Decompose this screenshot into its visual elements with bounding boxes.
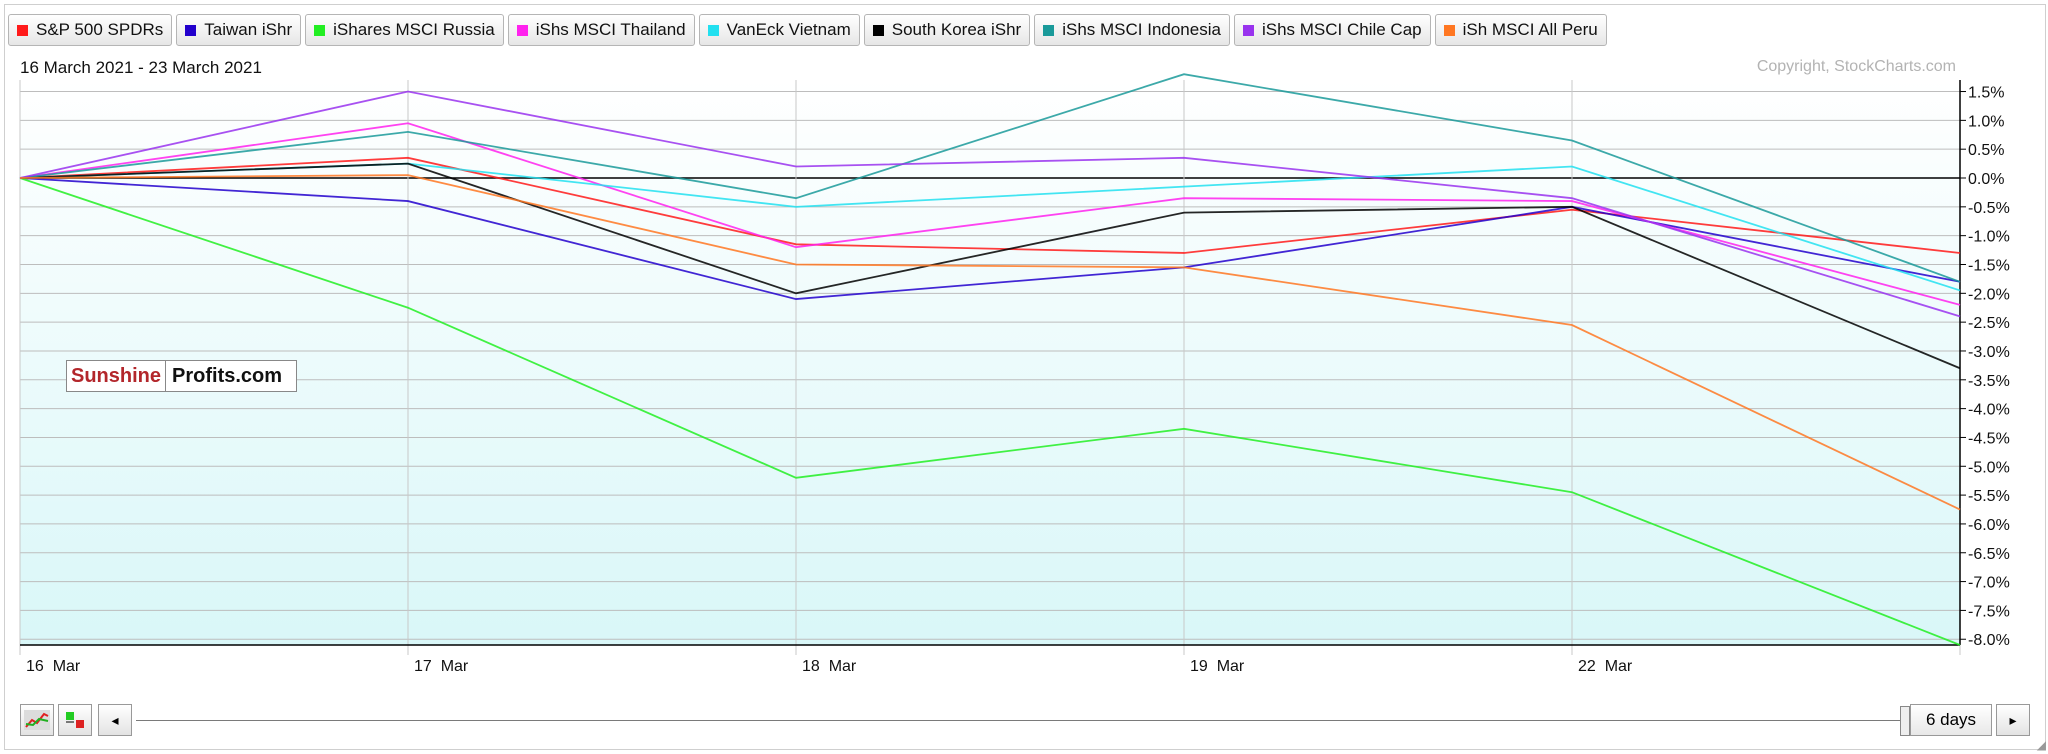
- y-tick-label: 1.0%: [1968, 113, 2004, 130]
- legend-swatch: [185, 24, 197, 36]
- chart-controls: ◂ 6 days ▸: [20, 704, 2032, 738]
- legend-label: South Korea iShr: [891, 20, 1022, 39]
- x-tick-label: 19 Mar: [1190, 658, 1245, 675]
- legend-swatch: [1242, 24, 1254, 36]
- y-tick-label: -5.5%: [1968, 488, 2010, 505]
- line-chart-icon[interactable]: [20, 704, 54, 736]
- legend-item[interactable]: S&P 500 SPDRs: [8, 14, 173, 46]
- series-line-2: [19, 177, 1961, 300]
- color-legend-glyph: [66, 712, 84, 728]
- y-tick-label: 1.5%: [1968, 85, 2004, 102]
- series-line-3: [19, 177, 1961, 646]
- y-tick-label: 0.5%: [1968, 142, 2004, 159]
- legend-swatch: [17, 24, 28, 36]
- color-legend-icon[interactable]: [58, 704, 92, 736]
- legend-label: iShs MSCI Thailand: [535, 20, 686, 39]
- legend-swatch: [314, 24, 326, 36]
- series-line-8: [19, 90, 1961, 318]
- y-tick-label: -4.0%: [1968, 402, 2010, 419]
- plot-area: [20, 80, 1960, 645]
- y-tick-label: -8.0%: [1968, 632, 2010, 649]
- legend-label: iShs MSCI Indonesia: [1062, 20, 1221, 39]
- resize-handle-icon[interactable]: ◢: [2036, 738, 2046, 752]
- y-tick-label: -2.0%: [1968, 286, 2010, 303]
- x-tick-label: 16 Mar: [26, 658, 81, 675]
- line-chart-glyph: [24, 710, 50, 730]
- legend-swatch: [707, 24, 719, 36]
- legend-item[interactable]: iShs MSCI Chile Cap: [1233, 14, 1431, 46]
- scroll-right-button[interactable]: ▸: [1996, 704, 2030, 736]
- legend-label: S&P 500 SPDRs: [36, 20, 164, 39]
- y-tick-label: -1.5%: [1968, 257, 2010, 274]
- x-tick-label: 22 Mar: [1578, 658, 1633, 675]
- y-tick-label: -1.0%: [1968, 229, 2010, 246]
- y-tick-label: -3.5%: [1968, 373, 2010, 390]
- series-line-1: [19, 156, 1961, 254]
- date-range-label: 16 March 2021 - 23 March 2021: [20, 58, 262, 77]
- legend-label: iSh MSCI All Peru: [1462, 20, 1598, 39]
- legend-item[interactable]: iShs MSCI Thailand: [507, 14, 695, 46]
- y-tick-label: -3.0%: [1968, 344, 2010, 361]
- next-icon: ▸: [2009, 711, 2017, 728]
- y-tick-label: -7.5%: [1968, 603, 2010, 620]
- scrollbar-grip[interactable]: [1900, 706, 1910, 736]
- legend-item[interactable]: Taiwan iShr: [176, 14, 302, 46]
- legend-item[interactable]: iShs MSCI Indonesia: [1034, 14, 1230, 46]
- series-line-6: [19, 162, 1961, 370]
- y-tick-label: -7.0%: [1968, 575, 2010, 592]
- period-button[interactable]: 6 days: [1910, 704, 1992, 736]
- performance-chart: 1.5% 1.0% 0.5% 0.0% -0.5% -1.0% -1.5% -2.0% -2.5…: [19, 73, 2010, 675]
- legend-swatch: [1043, 24, 1055, 36]
- legend-label: VanEck Vietnam: [726, 20, 851, 39]
- scroll-left-button[interactable]: ◂: [98, 704, 132, 736]
- y-tick-label: -5.0%: [1968, 459, 2010, 476]
- y-tick-label: -2.5%: [1968, 315, 2010, 332]
- legend-label: iShares MSCI Russia: [333, 20, 495, 39]
- x-tick-label: 17 Mar: [414, 658, 469, 675]
- logo-part-profits: Profits.com: [172, 364, 283, 387]
- series-line-9: [19, 174, 1961, 511]
- legend-item[interactable]: VanEck Vietnam: [698, 14, 860, 46]
- watermark-logo: Sunshine Profits.com: [66, 360, 298, 392]
- prev-icon: ◂: [111, 711, 119, 728]
- date-scrollbar[interactable]: [136, 720, 1922, 721]
- legend-item[interactable]: iSh MSCI All Peru: [1434, 14, 1607, 46]
- legend-bar: S&P 500 SPDRs Taiwan iShr iShares MSCI Rus…: [8, 14, 1607, 50]
- logo-part-sunshine: Sunshine: [67, 361, 167, 391]
- y-tick-label: -6.0%: [1968, 517, 2010, 534]
- legend-label: iShs MSCI Chile Cap: [1261, 20, 1422, 39]
- legend-item[interactable]: South Korea iShr: [863, 14, 1031, 46]
- copyright-label: Copyright, StockCharts.com: [1756, 58, 1956, 75]
- legend-swatch: [872, 24, 884, 36]
- series-line-7: [19, 73, 1961, 283]
- legend-swatch: [1443, 24, 1455, 36]
- x-tick-label: 18 Mar: [802, 658, 857, 675]
- legend-label: Taiwan iShr: [204, 20, 293, 39]
- y-tick-label: -4.5%: [1968, 430, 2010, 447]
- legend-swatch: [516, 24, 528, 36]
- y-tick-label: 0.0%: [1968, 171, 2004, 188]
- legend-item[interactable]: iShares MSCI Russia: [305, 14, 504, 46]
- y-tick-label: -0.5%: [1968, 200, 2010, 217]
- y-tick-label: -6.5%: [1968, 546, 2010, 563]
